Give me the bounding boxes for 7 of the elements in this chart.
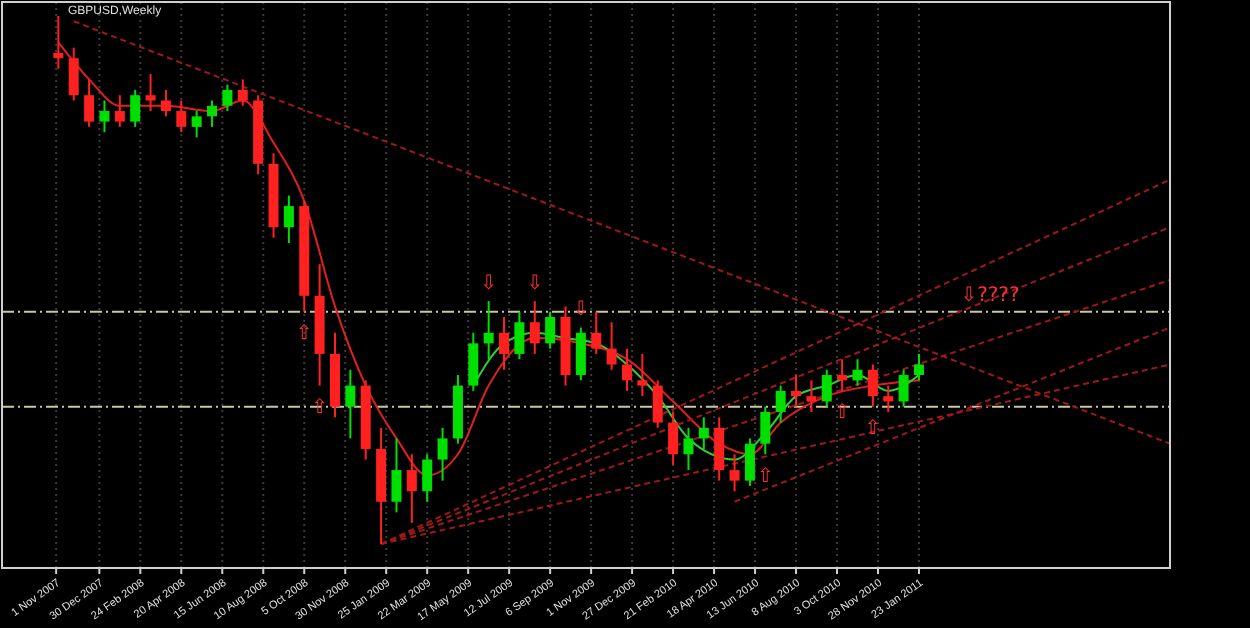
annotation: ⇩ xyxy=(480,272,498,295)
annotation: ⇧ xyxy=(833,402,851,425)
annotation: ⇧ xyxy=(864,418,882,441)
annotation: ⇩ xyxy=(526,272,544,295)
annotation: ⇧ xyxy=(756,465,774,488)
annotation: ⇩???? xyxy=(960,285,1020,308)
annotation: ⇧ xyxy=(295,323,313,346)
